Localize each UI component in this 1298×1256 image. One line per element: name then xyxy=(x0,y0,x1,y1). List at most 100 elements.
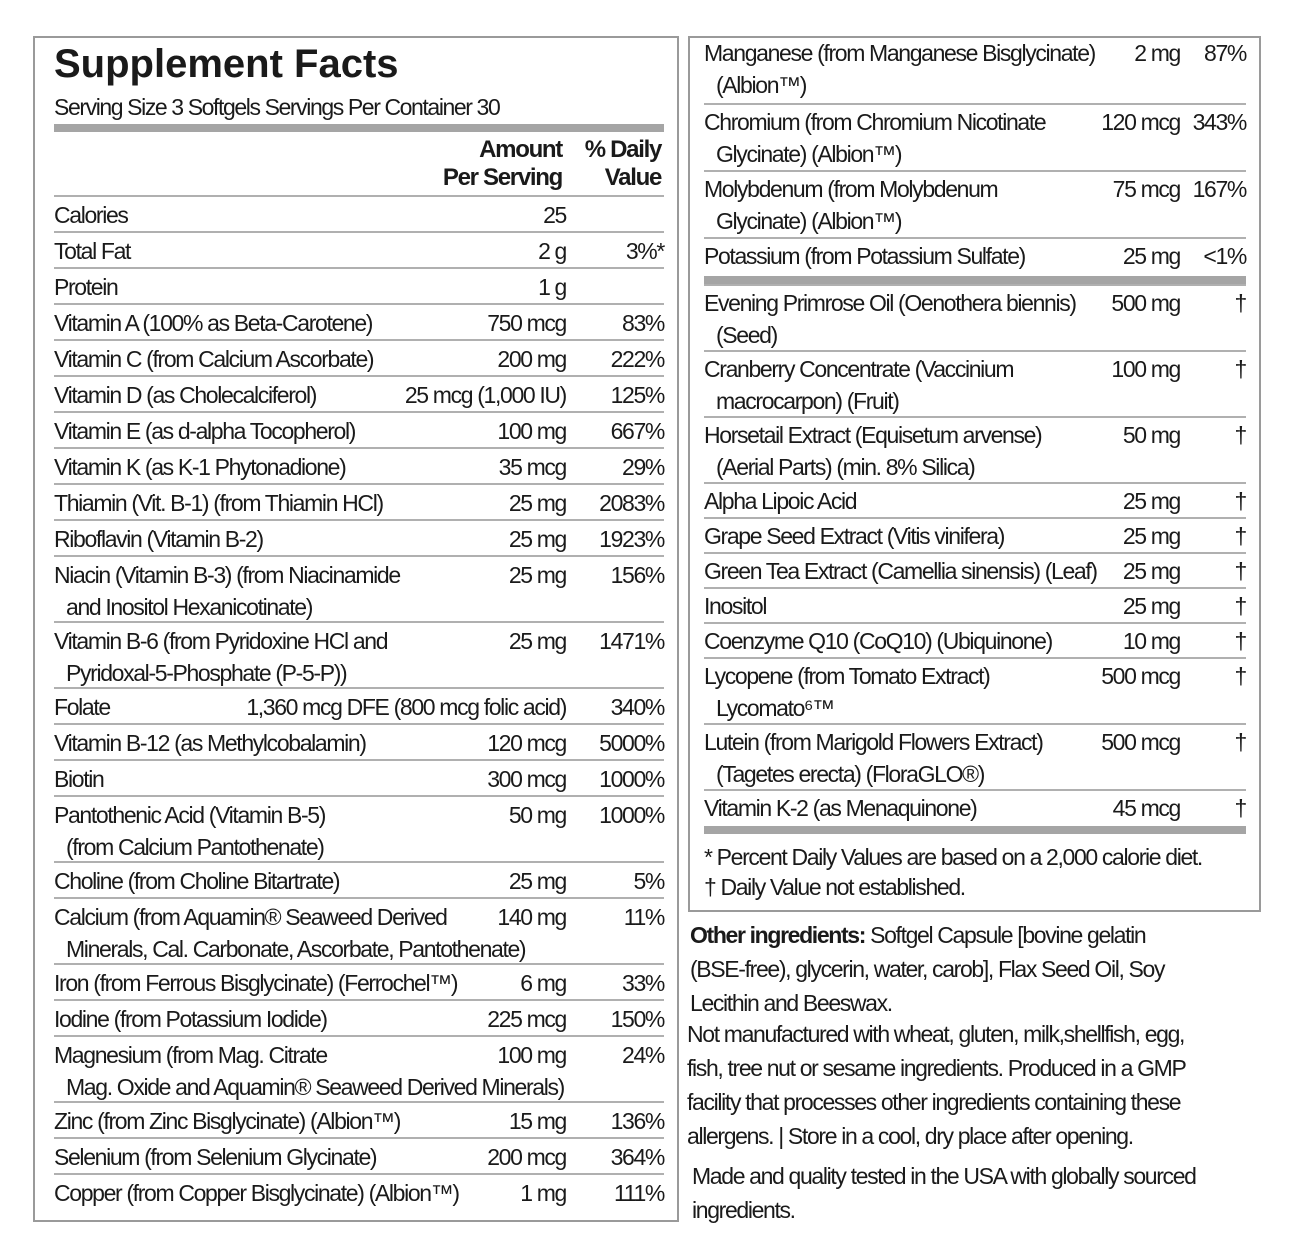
amount-per-serving: 750 mcg xyxy=(487,310,567,336)
table-row: Choline (from Choline Bitartrate) 25 mg 5% xyxy=(54,861,665,897)
amount-per-serving: 1,360 mcg DFE (800 mcg folic acid) xyxy=(246,694,567,720)
table-row: Pantothenic Acid (Vitamin B-5) (from Calc… xyxy=(54,795,665,863)
nutrient-name: Vitamin B-6 (from Pyridoxine HCl and Pyri… xyxy=(54,625,389,689)
nutrient-name: Pantothenic Acid (Vitamin B-5) (from Calc… xyxy=(54,799,326,863)
table-row: Evening Primrose Oil (Oenothera biennis)… xyxy=(704,284,1247,350)
nutrient-name-line2: Mag. Oxide and Aquamin® Seaweed Derived … xyxy=(66,1074,565,1100)
nutrient-name-line2: Glycinate) (Albion™) xyxy=(716,141,903,167)
allergen-statement: Not manufactured with wheat, gluten, mil… xyxy=(687,1017,1287,1153)
nutrient-name-line1: Iodine (from Potassium Iodide) xyxy=(54,1006,328,1032)
table-row: Vitamin K-2 (as Menaquinone) 45 mcg † xyxy=(704,789,1248,824)
nutrient-name-line1: Horsetail Extract (Equisetum arvense) xyxy=(704,422,1043,448)
nutrient-name: Cranberry Concentrate (Vaccinium macrocar… xyxy=(704,353,1015,417)
amount-per-serving: 6 mg xyxy=(520,970,567,996)
nutrient-name: Horsetail Extract (Equisetum arvense) (Ae… xyxy=(704,419,1043,483)
daily-value: 11% xyxy=(623,904,666,930)
nutrient-name: Magnesium (from Mag. Citrate Mag. Oxide a… xyxy=(54,1039,565,1103)
amount-per-serving: 1 g xyxy=(538,274,567,300)
amount-per-serving: 1 mg xyxy=(520,1180,567,1206)
other-ingredients: Other ingredients: Softgel Capsule [bovi… xyxy=(690,918,1290,1020)
nutrient-name-line2: and Inositol Hexanicotinate) xyxy=(66,594,313,620)
table-row: Lycopene (from Tomato Extract) Lycomato⁶™… xyxy=(704,657,1247,724)
nutrient-name: Niacin (Vitamin B-3) (from Niacinamide an… xyxy=(54,559,401,623)
nutrient-name-line2: (Tagetes erecta) (FloraGLO®) xyxy=(716,761,985,787)
table-row: Green Tea Extract (Camellia sinensis) (L… xyxy=(704,552,1247,587)
allergen-line-1: Not manufactured with wheat, gluten, mil… xyxy=(687,1021,1185,1047)
dv-header-line1: % Daily xyxy=(584,136,663,163)
thick-divider xyxy=(54,124,664,132)
nutrient-name-line1: Biotin xyxy=(54,766,105,792)
nutrient-name-line2: Pyridoxal-5-Phosphate (P-5-P)) xyxy=(66,660,348,686)
footnote-percent-dv: * Percent Daily Values are based on a 2,… xyxy=(704,844,1203,870)
nutrient-name: Molybdenum (from Molybdenum Glycinate) (A… xyxy=(704,173,999,237)
table-row: Lutein (from Marigold Flowers Extract) (T… xyxy=(704,723,1248,789)
nutrient-name-line1: Pantothenic Acid (Vitamin B-5) xyxy=(54,802,326,828)
nutrient-name-line1: Alpha Lipoic Acid xyxy=(704,488,858,514)
daily-value: 156% xyxy=(610,562,666,588)
daily-value: † xyxy=(1234,795,1248,821)
table-row: Riboflavin (Vitamin B-2) 25 mg 1923% xyxy=(54,519,665,555)
table-row: Selenium (from Selenium Glycinate) 200 mc… xyxy=(54,1137,665,1173)
nutrient-name: Choline (from Choline Bitartrate) xyxy=(54,865,341,897)
daily-value: † xyxy=(1234,488,1248,514)
nutrient-name-line1: Vitamin B-12 (as Methylcobalamin) xyxy=(54,730,367,756)
dv-header: % Daily Value xyxy=(584,136,663,192)
daily-value: 33% xyxy=(622,970,665,996)
table-row: Total Fat 2 g 3%* xyxy=(54,231,665,267)
table-row: Cranberry Concentrate (Vaccinium macrocar… xyxy=(704,350,1247,417)
daily-value: 136% xyxy=(610,1108,666,1134)
table-row: Vitamin D (as Cholecalciferol) 25 mcg (1,… xyxy=(54,375,665,411)
daily-value: 340% xyxy=(610,694,666,720)
nutrient-name: Selenium (from Selenium Glycinate) xyxy=(54,1141,378,1173)
daily-value: † xyxy=(1234,593,1248,619)
nutrient-name-line1: Riboflavin (Vitamin B-2) xyxy=(54,526,264,552)
daily-value: 2083% xyxy=(599,490,665,516)
nutrient-name: Alpha Lipoic Acid xyxy=(704,485,858,517)
nutrient-name-line1: Niacin (Vitamin B-3) (from Niacinamide xyxy=(54,562,401,588)
nutrient-name-line2: (Aerial Parts) (min. 8% Silica) xyxy=(716,454,976,480)
amount-header: Amount Per Serving xyxy=(442,136,563,192)
nutrient-name-line1: Thiamin (Vit. B-1) (from Thiamin HCl) xyxy=(54,490,384,516)
serving-info: Serving Size 3 Softgels Servings Per Con… xyxy=(54,94,501,120)
amount-per-serving: 100 mg xyxy=(1111,356,1181,382)
amount-per-serving: 25 mg xyxy=(508,490,568,516)
amount-per-serving: 75 mcg xyxy=(1112,176,1182,202)
amount-header-line1: Amount xyxy=(479,136,563,163)
amount-per-serving: 25 mcg (1,000 IU) xyxy=(404,382,567,408)
thick-divider-bottom xyxy=(704,826,1246,834)
amount-per-serving: 25 mg xyxy=(508,526,568,552)
nutrient-name-line1: Magnesium (from Mag. Citrate xyxy=(54,1042,328,1068)
panel-title: Supplement Facts xyxy=(54,42,399,86)
table-row: Protein 1 g xyxy=(54,267,664,303)
daily-value: 87% xyxy=(1204,40,1247,66)
amount-per-serving: 300 mcg xyxy=(487,766,567,792)
nutrient-name-line1: Lycopene (from Tomato Extract) xyxy=(704,663,991,689)
nutrient-name: Lycopene (from Tomato Extract) Lycomato⁶™ xyxy=(704,660,991,724)
nutrient-name-line1: Protein xyxy=(54,274,119,300)
nutrient-name-line1: Inositol xyxy=(704,593,767,619)
nutrient-name-line1: Calories xyxy=(54,202,129,228)
nutrient-name: Vitamin K (as K-1 Phytonadione) xyxy=(54,451,347,483)
daily-value: 343% xyxy=(1192,109,1248,135)
nutrient-name: Vitamin B-12 (as Methylcobalamin) xyxy=(54,727,367,759)
table-row: Inositol 25 mg † xyxy=(704,587,1248,622)
nutrient-name: Riboflavin (Vitamin B-2) xyxy=(54,523,264,555)
table-row: Molybdenum (from Molybdenum Glycinate) (A… xyxy=(704,170,1247,237)
amount-header-line2: Per Serving xyxy=(442,164,563,191)
table-row: Iodine (from Potassium Iodide) 225 mcg 150… xyxy=(54,999,665,1035)
origin-statement: Made and quality tested in the USA with … xyxy=(692,1159,1292,1227)
daily-value: 5000% xyxy=(599,730,665,756)
table-row: Calcium (from Aquamin® Seaweed Derived Mi… xyxy=(54,897,666,963)
table-row: Calories 25 xyxy=(54,195,664,231)
dv-header-line2: Value xyxy=(604,164,663,191)
table-row: Biotin 300 mcg 1000% xyxy=(54,759,665,795)
nutrient-name: Copper (from Copper Bisglycinate) (Albio… xyxy=(54,1177,460,1209)
daily-value: † xyxy=(1234,628,1248,654)
supplement-facts-panel-left: Supplement Facts Serving Size 3 Softgels… xyxy=(33,36,679,1222)
table-row: Copper (from Copper Bisglycinate) (Albio… xyxy=(54,1173,665,1209)
daily-value: † xyxy=(1234,729,1248,755)
amount-per-serving: 10 mg xyxy=(1122,628,1182,654)
nutrient-name: Vitamin C (from Calcium Ascorbate) xyxy=(54,343,375,375)
nutrient-name: Zinc (from Zinc Bisglycinate) (Albion™) xyxy=(54,1105,401,1137)
daily-value: 83% xyxy=(622,310,665,336)
